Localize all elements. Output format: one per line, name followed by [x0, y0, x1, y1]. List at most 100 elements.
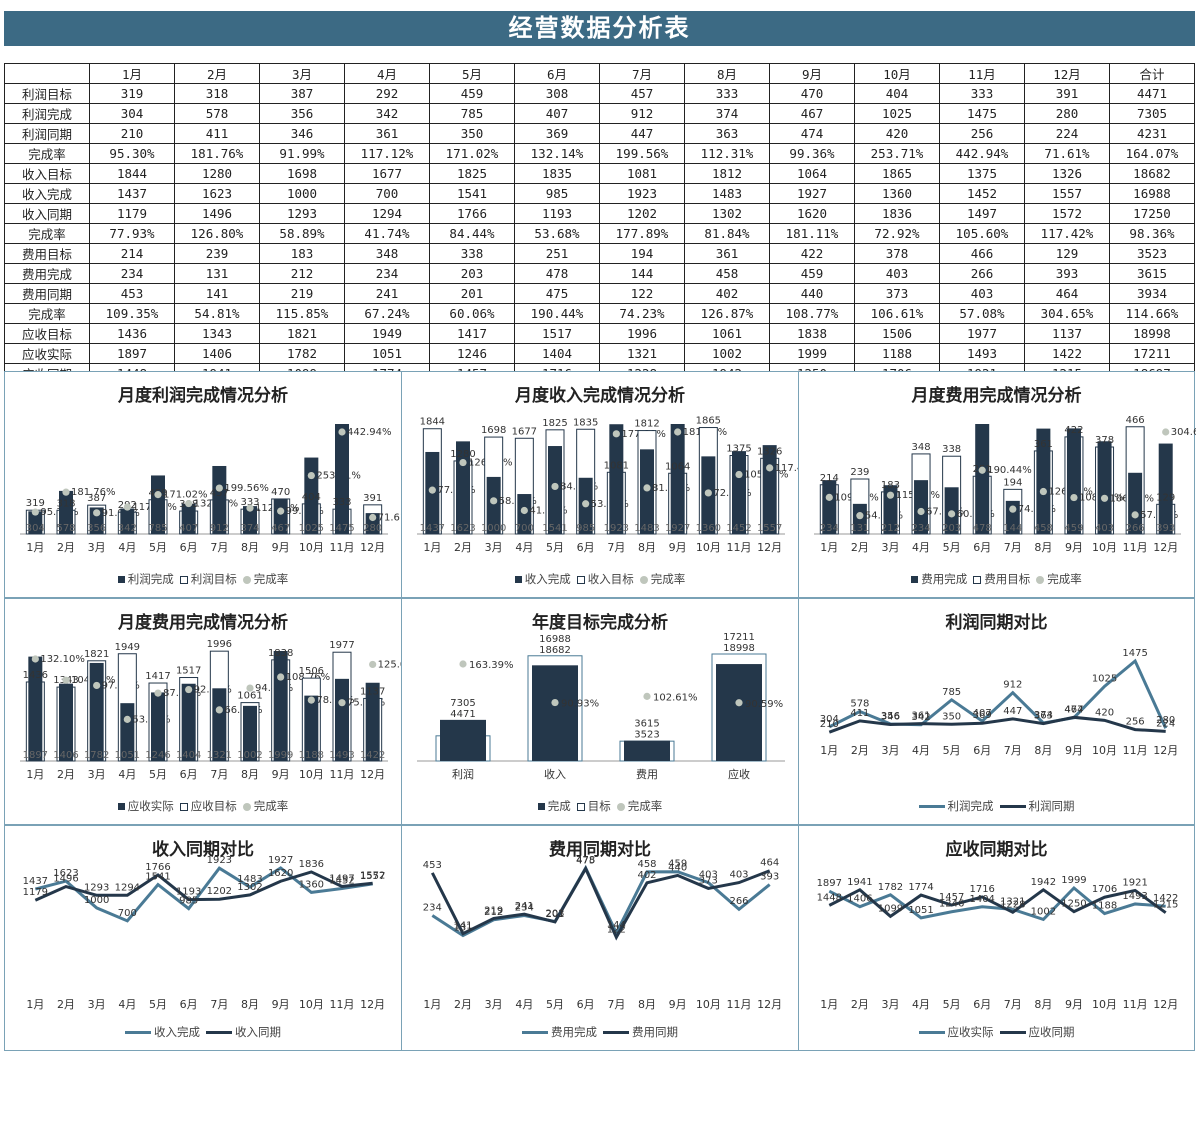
- table-cell: 98.36%: [1109, 223, 1195, 244]
- target-value-label: 1825: [542, 418, 567, 429]
- actual-value-label: 458: [1034, 523, 1053, 534]
- table-cell: 411: [174, 123, 260, 144]
- legend-label: 完成: [547, 799, 571, 813]
- prior-value-label: 447: [1003, 706, 1022, 717]
- rate-point: [917, 507, 925, 516]
- table-cell: 1825: [429, 163, 515, 184]
- x-tick-label: 6月: [180, 998, 198, 1011]
- table-cell: 1280: [174, 163, 260, 184]
- table-cell: 199.56%: [599, 143, 685, 164]
- legend-item: 费用同期: [603, 1024, 678, 1040]
- table-cell: 407: [514, 103, 600, 124]
- chart-svg: 1897 1448 1406 1941 1782 1099 1051 1774 12461457…: [817, 875, 1179, 1011]
- current-value-label: 131: [453, 923, 472, 934]
- chart-panel-receivable: 月度费用完成情况分析 14361897132.10%1月13431406104.…: [4, 598, 403, 825]
- target-value-label: 391: [363, 493, 382, 504]
- x-tick-label: 8月: [241, 541, 259, 554]
- rate-label: 190.44%: [987, 465, 1032, 476]
- x-tick-label: 1月: [820, 744, 838, 757]
- legend-swatch: [616, 802, 625, 811]
- actual-value-label: 912: [210, 523, 229, 534]
- table-cell: 1137: [1024, 323, 1110, 344]
- table-row: 收入目标 1844 1280 1698 1677 1825 1835 1081 1812 1064…: [4, 163, 1195, 184]
- page-title: 经营数据分析表: [4, 11, 1195, 46]
- x-tick-label: 11月: [330, 541, 355, 554]
- current-value-label: 1999: [1061, 875, 1086, 886]
- actual-bar: [365, 682, 380, 761]
- actual-bar: [120, 508, 135, 534]
- table-cell: 164.07%: [1109, 143, 1195, 164]
- prior-value-label: 361: [911, 711, 930, 722]
- rate-point: [704, 489, 712, 497]
- row-label: 利润同期: [4, 123, 90, 144]
- actual-bar: [181, 683, 196, 761]
- x-tick-label: 6月: [577, 998, 595, 1011]
- table-cell: 122: [599, 283, 685, 304]
- x-tick-label: 8月: [1034, 998, 1052, 1011]
- x-tick-label: 9月: [272, 541, 290, 554]
- table-cell: 319: [89, 83, 175, 104]
- actual-value-label: 203: [942, 523, 961, 534]
- current-value-label: 459: [668, 859, 687, 870]
- table-cell: 333: [684, 83, 770, 104]
- x-tick-label: 1月: [26, 998, 44, 1011]
- x-tick-label: 2月: [57, 768, 75, 781]
- x-tick-label: 3月: [88, 768, 106, 781]
- current-value-label: 1897: [817, 878, 842, 889]
- table-cell: 373: [854, 283, 940, 304]
- row-label: 完成率: [4, 143, 90, 164]
- table-cell: 57.08%: [939, 303, 1025, 324]
- actual-value-label: 280: [363, 523, 382, 534]
- prior-value-label: 1774: [908, 882, 933, 893]
- table-cell: 3934: [1109, 283, 1195, 304]
- legend-item: 完成率: [639, 571, 685, 587]
- legend-item: 收入完成: [514, 571, 571, 587]
- target-value-label: 183: [881, 480, 900, 491]
- x-tick-label: 7月: [210, 541, 228, 554]
- rate-point: [551, 698, 559, 707]
- rate-point: [582, 500, 590, 508]
- table-row: 利润目标 319 318 387 292 459 308 457 333 470 404 333 391…: [4, 83, 1195, 104]
- x-tick-label: 7月: [1004, 541, 1022, 554]
- rate-point: [185, 685, 193, 694]
- x-tick-label: 12月: [360, 541, 385, 554]
- rate-label: 171.02%: [163, 490, 208, 501]
- rate-point: [215, 484, 223, 492]
- target-value-label: 1064: [665, 461, 690, 472]
- target-value-label: 338: [942, 444, 961, 455]
- current-value-label: 1051: [908, 905, 933, 916]
- chart-panel-revenue: 月度收入完成情况分析 1844143777.93%1月12801623126.8…: [401, 371, 800, 598]
- target-value-label: 333: [332, 497, 351, 508]
- x-tick-label: 11月: [1123, 541, 1148, 554]
- rate-point: [674, 428, 682, 436]
- legend-item: 利润完成: [918, 798, 994, 814]
- current-value-label: 1782: [878, 882, 903, 893]
- legend-label: 完成率: [1047, 572, 1082, 586]
- target-value-label: 1280: [450, 449, 475, 460]
- legend-swatch: [206, 1031, 232, 1034]
- current-value-label: 1025: [1092, 673, 1117, 684]
- target-value-label: 422: [1064, 425, 1083, 436]
- rate-point: [1100, 494, 1109, 502]
- x-tick-label: 9月: [272, 998, 290, 1011]
- current-value-label: 785: [942, 687, 961, 698]
- column-header: 合计: [1109, 63, 1195, 84]
- actual-value-label: 1406: [53, 750, 78, 761]
- table-cell: 985: [514, 183, 600, 204]
- current-value-label: 1321: [1000, 896, 1025, 907]
- x-tick-label: 3月: [881, 541, 899, 554]
- table-cell: 1996: [599, 323, 685, 344]
- table-cell: 1475: [939, 103, 1025, 124]
- prior-value-label: 1294: [115, 882, 140, 893]
- current-value-label: 700: [118, 908, 137, 919]
- x-tick-label: 应收: [728, 767, 750, 781]
- row-label: 费用同期: [4, 283, 90, 304]
- x-tick-label: 4月: [912, 744, 930, 757]
- actual-bar: [609, 424, 624, 534]
- actual-bar: [151, 692, 165, 761]
- target-value-label: 18682: [539, 645, 571, 656]
- legend-label: 应收实际: [127, 799, 174, 813]
- table-header-row: 1月 2月 3月 4月 5月 6月 7月 8月 9月 10月 11月 12月 合计: [4, 63, 1195, 84]
- table-cell: 253.71%: [854, 143, 940, 164]
